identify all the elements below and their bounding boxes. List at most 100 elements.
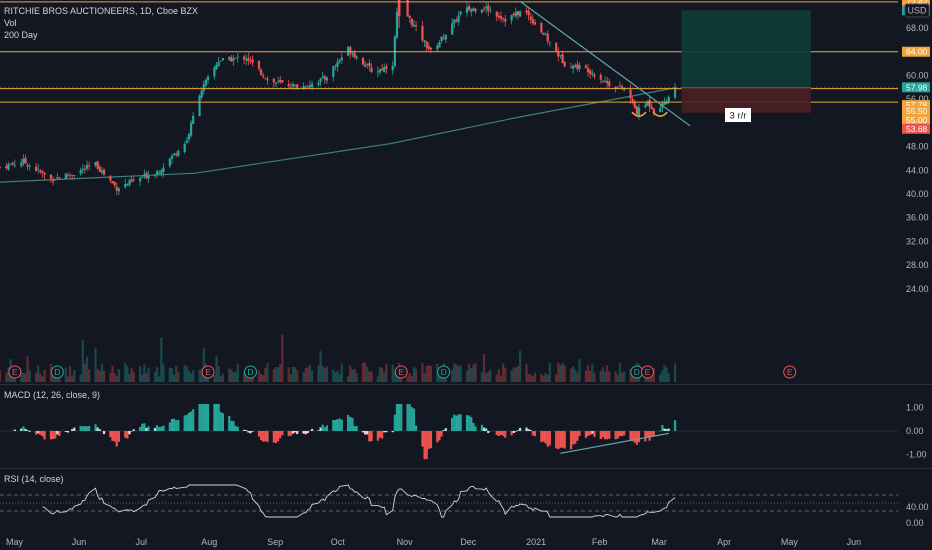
candle <box>336 62 339 67</box>
volume-bar <box>527 373 530 382</box>
macd-bar <box>673 420 677 431</box>
volume-bar <box>472 364 475 382</box>
candle <box>332 66 335 77</box>
macd-bar <box>332 420 335 431</box>
volume-bar <box>291 366 295 382</box>
macd-bar <box>28 431 31 432</box>
macd-bar <box>459 414 462 431</box>
volume-bar <box>302 372 305 382</box>
price-tag <box>902 46 930 57</box>
macd-bar <box>376 431 379 441</box>
candle <box>245 59 248 61</box>
macd-bar <box>546 431 549 447</box>
volume-bar <box>576 372 579 382</box>
candle <box>351 53 354 55</box>
macd-bar <box>338 418 341 431</box>
volume-bar <box>332 369 335 382</box>
volume-bar <box>485 372 488 382</box>
macd-bar <box>160 426 163 431</box>
macd-bar <box>325 425 329 431</box>
price-tick-label: 36.00 <box>906 213 929 223</box>
candle <box>569 67 573 69</box>
volume-bar <box>102 370 106 382</box>
macd-bar <box>340 419 343 431</box>
volume-bar <box>215 355 218 382</box>
candle <box>406 0 409 17</box>
macd-bar <box>444 428 447 431</box>
macd-bar <box>336 419 339 431</box>
volume-bar <box>189 373 193 382</box>
volume-bar <box>287 367 290 382</box>
macd-bar <box>319 427 322 431</box>
macd-bar <box>245 429 248 431</box>
macd-bar <box>385 431 388 433</box>
candle <box>185 140 188 143</box>
candle <box>423 40 426 42</box>
macd-bar <box>644 431 647 442</box>
volume-bar <box>557 362 560 382</box>
candle <box>444 34 447 40</box>
macd-bar <box>79 425 82 431</box>
volume-bar <box>71 375 74 382</box>
macd-bar <box>58 431 61 437</box>
currency-badge[interactable] <box>904 3 930 18</box>
volume-bar <box>510 370 513 382</box>
price-tag <box>902 114 930 125</box>
macd-tick-label: 0.00 <box>906 426 924 436</box>
candle <box>519 11 522 17</box>
volume-bar <box>158 376 161 382</box>
volume-bar <box>574 369 577 382</box>
volume-bar <box>429 366 433 382</box>
candle <box>234 57 237 59</box>
macd-bar <box>39 431 42 435</box>
candle <box>480 9 484 13</box>
candle <box>111 181 114 184</box>
candle <box>504 18 507 22</box>
volume-bar <box>385 364 388 382</box>
candle <box>397 0 401 17</box>
candle <box>272 78 275 83</box>
candle <box>533 22 537 25</box>
candle <box>548 41 551 43</box>
candle <box>257 60 261 69</box>
event-marker-label: E <box>205 367 211 377</box>
volume-bar <box>306 367 309 382</box>
macd-bar <box>618 431 621 437</box>
volume-bar <box>234 371 237 382</box>
candle <box>49 174 53 179</box>
macd-bar <box>277 431 280 442</box>
volume-bar <box>236 363 239 382</box>
volume-bar <box>94 347 97 382</box>
volume-bar <box>264 368 267 382</box>
volume-bar <box>540 374 543 382</box>
candle <box>168 158 171 167</box>
macd-bar <box>287 431 290 437</box>
candle <box>94 162 97 166</box>
volume-bar <box>544 372 547 382</box>
candle <box>153 174 157 176</box>
candle <box>546 33 549 42</box>
volume-bar <box>516 366 520 382</box>
volume-bar <box>7 366 10 382</box>
macd-bar <box>26 430 29 431</box>
candle <box>117 188 120 192</box>
volume-bar <box>421 363 424 382</box>
volume-bar <box>351 369 354 382</box>
candle <box>260 69 263 75</box>
bottom-arc <box>652 111 668 117</box>
macd-bar <box>421 431 424 447</box>
volume-bar <box>663 365 666 382</box>
volume-bar <box>623 371 626 382</box>
macd-bar <box>472 422 475 431</box>
volume-bar <box>474 362 477 382</box>
volume-bar <box>334 372 337 382</box>
volume-bar <box>659 374 662 382</box>
volume-bar <box>381 367 384 382</box>
volume-bar <box>412 367 416 382</box>
macd-bar <box>559 431 562 448</box>
candle <box>455 20 458 22</box>
volume-bar <box>546 374 549 382</box>
candle <box>667 96 670 102</box>
volume-bar <box>533 372 537 382</box>
price-tag-label: 57.78 <box>906 100 928 110</box>
